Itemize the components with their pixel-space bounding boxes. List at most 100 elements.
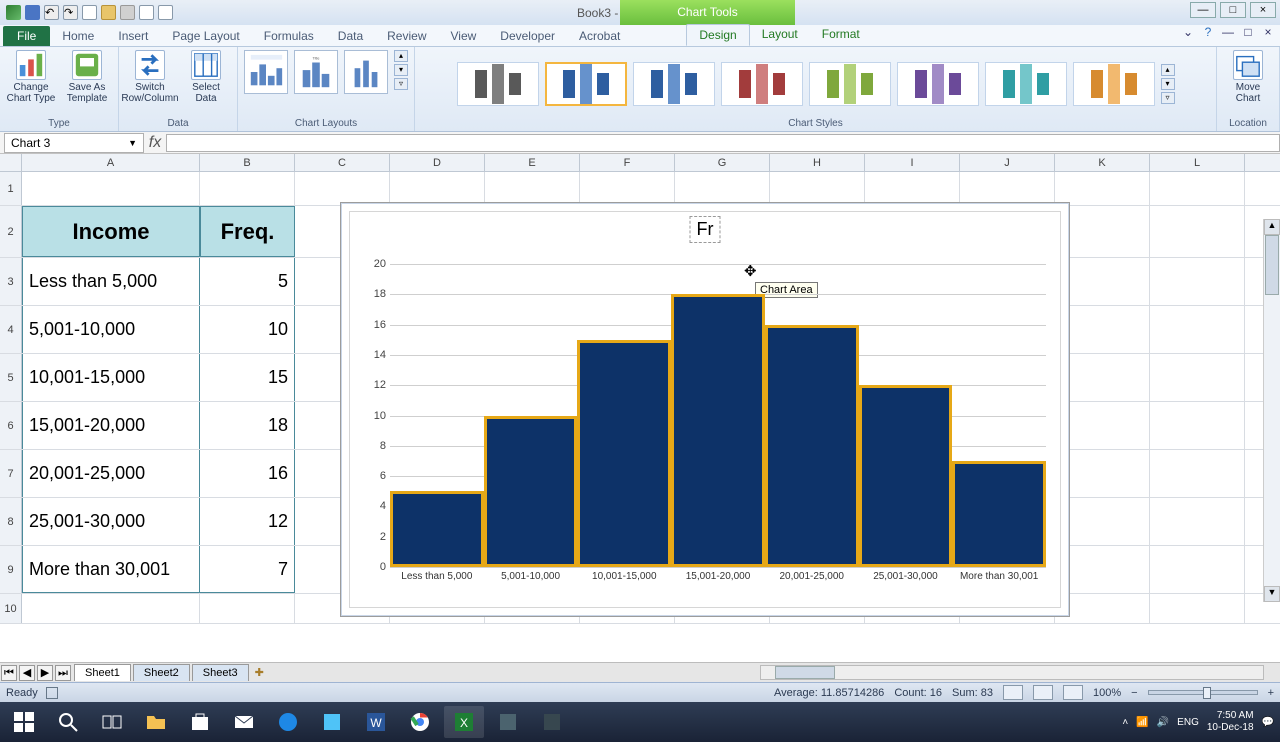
row-header-2[interactable]: 2 bbox=[0, 206, 22, 257]
quickprint-icon[interactable] bbox=[120, 5, 135, 20]
switch-row-column-button[interactable]: Switch Row/Column bbox=[125, 50, 175, 104]
cell-I1[interactable] bbox=[865, 172, 960, 205]
sheet-nav-prev[interactable]: ◀ bbox=[19, 665, 35, 681]
col-header-C[interactable]: C bbox=[295, 154, 390, 171]
col-header-L[interactable]: L bbox=[1150, 154, 1245, 171]
tab-developer[interactable]: Developer bbox=[488, 26, 567, 46]
col-header-J[interactable]: J bbox=[960, 154, 1055, 171]
col-header-D[interactable]: D bbox=[390, 154, 485, 171]
col-header-E[interactable]: E bbox=[485, 154, 580, 171]
bar-0[interactable] bbox=[390, 491, 484, 567]
cell-E1[interactable] bbox=[485, 172, 580, 205]
cell-C1[interactable] bbox=[295, 172, 390, 205]
cell-A7[interactable]: 20,001-25,000 bbox=[22, 450, 200, 497]
col-header-A[interactable]: A bbox=[22, 154, 200, 171]
row-header-1[interactable]: 1 bbox=[0, 172, 22, 205]
col-header-H[interactable]: H bbox=[770, 154, 865, 171]
sheet-nav-last[interactable]: ⏭ bbox=[55, 665, 71, 681]
view-layout-button[interactable] bbox=[1033, 685, 1053, 700]
chart-layouts-scroll[interactable]: ▴▾▿ bbox=[394, 50, 408, 90]
cell-B2[interactable]: Freq. bbox=[200, 206, 295, 257]
col-header-I[interactable]: I bbox=[865, 154, 960, 171]
name-box[interactable]: Chart 3▼ bbox=[4, 133, 144, 153]
row-header-7[interactable]: 7 bbox=[0, 450, 22, 497]
app3-icon[interactable] bbox=[532, 706, 572, 738]
workbook-min-icon[interactable]: — bbox=[1220, 25, 1236, 41]
cell-L8[interactable] bbox=[1150, 498, 1245, 545]
chart-style-3[interactable] bbox=[633, 62, 715, 106]
undo-icon[interactable]: ↶ bbox=[44, 5, 59, 20]
cell-L9[interactable] bbox=[1150, 546, 1245, 593]
bar-1[interactable] bbox=[484, 416, 578, 568]
move-chart-button[interactable]: Move Chart bbox=[1223, 50, 1273, 104]
chart-style-7[interactable] bbox=[985, 62, 1067, 106]
tab-layout[interactable]: Layout bbox=[750, 24, 810, 46]
fx-icon[interactable]: fx bbox=[144, 134, 166, 152]
bar-6[interactable] bbox=[952, 461, 1046, 567]
tab-acrobat[interactable]: Acrobat bbox=[567, 26, 632, 46]
tray-lang[interactable]: ENG bbox=[1177, 717, 1199, 728]
chart-style-8[interactable] bbox=[1073, 62, 1155, 106]
select-all-corner[interactable] bbox=[0, 154, 22, 171]
formula-input[interactable] bbox=[166, 134, 1280, 152]
sheet-nav-next[interactable]: ▶ bbox=[37, 665, 53, 681]
cell-J1[interactable] bbox=[960, 172, 1055, 205]
sheet-tab-sheet1[interactable]: Sheet1 bbox=[74, 664, 131, 681]
cell-L10[interactable] bbox=[1150, 594, 1245, 623]
sheet-nav-first[interactable]: ⏮ bbox=[1, 665, 17, 681]
tab-insert[interactable]: Insert bbox=[106, 26, 160, 46]
row-header-6[interactable]: 6 bbox=[0, 402, 22, 449]
cell-A4[interactable]: 5,001-10,000 bbox=[22, 306, 200, 353]
save-icon[interactable] bbox=[25, 5, 40, 20]
col-header-K[interactable]: K bbox=[1055, 154, 1150, 171]
horizontal-scrollbar[interactable] bbox=[760, 665, 1264, 680]
cell-A5[interactable]: 10,001-15,000 bbox=[22, 354, 200, 401]
zoom-slider[interactable] bbox=[1148, 690, 1258, 695]
tab-format[interactable]: Format bbox=[810, 24, 872, 46]
tray-clock[interactable]: 7:50 AM10-Dec-18 bbox=[1207, 710, 1254, 734]
cell-D1[interactable] bbox=[390, 172, 485, 205]
col-header-G[interactable]: G bbox=[675, 154, 770, 171]
chart-style-1[interactable] bbox=[457, 62, 539, 106]
view-break-button[interactable] bbox=[1063, 685, 1083, 700]
cell-L7[interactable] bbox=[1150, 450, 1245, 497]
cell-A3[interactable]: Less than 5,000 bbox=[22, 258, 200, 305]
col-header-F[interactable]: F bbox=[580, 154, 675, 171]
cell-K1[interactable] bbox=[1055, 172, 1150, 205]
cell-F1[interactable] bbox=[580, 172, 675, 205]
cell-B10[interactable] bbox=[200, 594, 295, 623]
cell-B3[interactable]: 5 bbox=[200, 258, 295, 305]
store-icon[interactable] bbox=[180, 706, 220, 738]
workbook-max-icon[interactable]: □ bbox=[1240, 25, 1256, 41]
workbook-close-icon[interactable]: × bbox=[1260, 25, 1276, 41]
cell-A9[interactable]: More than 30,001 bbox=[22, 546, 200, 593]
open-icon[interactable] bbox=[101, 5, 116, 20]
save-as-template-button[interactable]: Save As Template bbox=[62, 50, 112, 104]
app2-icon[interactable] bbox=[488, 706, 528, 738]
cell-L1[interactable] bbox=[1150, 172, 1245, 205]
cell-L4[interactable] bbox=[1150, 306, 1245, 353]
tray-volume-icon[interactable]: 🔊 bbox=[1157, 717, 1169, 728]
maximize-button[interactable]: □ bbox=[1220, 2, 1246, 18]
cell-H1[interactable] bbox=[770, 172, 865, 205]
row-header-5[interactable]: 5 bbox=[0, 354, 22, 401]
cell-A8[interactable]: 25,001-30,000 bbox=[22, 498, 200, 545]
cell-L5[interactable] bbox=[1150, 354, 1245, 401]
cell-B7[interactable]: 16 bbox=[200, 450, 295, 497]
chart-styles-scroll[interactable]: ▴▾▿ bbox=[1161, 64, 1175, 104]
chart-style-2[interactable] bbox=[545, 62, 627, 106]
search-icon[interactable] bbox=[48, 706, 88, 738]
task-view-icon[interactable] bbox=[92, 706, 132, 738]
excel-taskbar-icon[interactable]: X bbox=[444, 706, 484, 738]
new-icon[interactable] bbox=[82, 5, 97, 20]
chart-layout-2[interactable]: Title bbox=[294, 50, 338, 94]
tray-notifications-icon[interactable]: 💬 bbox=[1262, 717, 1274, 728]
tab-review[interactable]: Review bbox=[375, 26, 438, 46]
row-header-9[interactable]: 9 bbox=[0, 546, 22, 593]
cell-B8[interactable]: 12 bbox=[200, 498, 295, 545]
chart-style-4[interactable] bbox=[721, 62, 803, 106]
worksheet-grid[interactable]: 12IncomeFreq.3Less than 5,000545,001-10,… bbox=[0, 172, 1280, 662]
chart-style-5[interactable] bbox=[809, 62, 891, 106]
macro-record-icon[interactable] bbox=[46, 687, 58, 699]
row-header-10[interactable]: 10 bbox=[0, 594, 22, 623]
